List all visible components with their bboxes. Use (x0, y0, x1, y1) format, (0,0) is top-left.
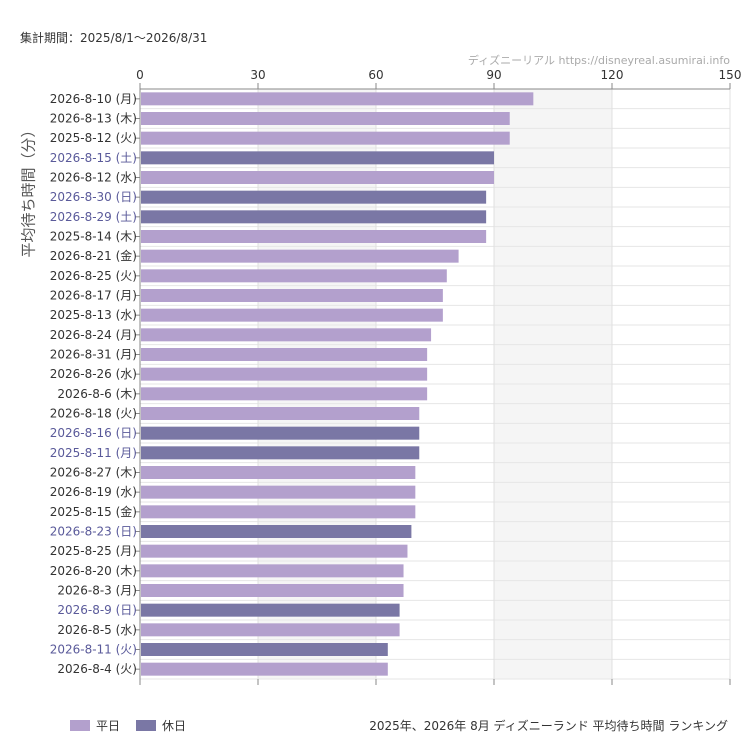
category-label: 2025-8-12 (火) (50, 131, 137, 145)
category-label: 2026-8-27 (木) (50, 466, 137, 480)
category-label: 2026-8-10 (月) (50, 92, 137, 106)
category-label: 2025-8-13 (水) (50, 308, 137, 322)
bar-weekday (141, 289, 443, 302)
bar-weekday (141, 348, 428, 361)
bar-holiday (141, 190, 487, 204)
bar-holiday (141, 603, 400, 617)
category-label: 2026-8-6 (木) (57, 387, 137, 401)
category-label: 2026-8-4 (火) (57, 662, 137, 676)
x-tick-label: 0 (136, 68, 144, 82)
category-label: 2026-8-19 (水) (50, 485, 137, 499)
legend-swatch-weekday (70, 720, 90, 731)
bar-holiday (141, 426, 420, 440)
x-tick-label: 60 (368, 68, 383, 82)
bar-weekday (141, 623, 400, 637)
category-label: 2026-8-11 (火) (50, 643, 137, 657)
category-label: 2026-8-29 (土) (50, 210, 137, 224)
legend-item-weekday[interactable]: 平日 (70, 717, 120, 734)
category-label: 2026-8-12 (水) (50, 171, 137, 185)
category-label: 2026-8-30 (日) (50, 190, 137, 204)
legend-label-weekday: 平日 (96, 719, 121, 733)
bar-weekday (141, 308, 443, 322)
legend: 平日 休日 (70, 717, 186, 734)
bar-weekday (141, 249, 459, 263)
x-tick-label: 90 (486, 68, 501, 82)
bar-holiday (141, 525, 412, 538)
x-tick-label: 30 (250, 68, 265, 82)
chart-footer-title: 2025年、2026年 8月 ディズニーランド 平均待ち時間 ランキング (369, 719, 728, 733)
category-label: 2026-8-26 (水) (50, 367, 137, 381)
category-label: 2026-8-3 (月) (57, 584, 137, 598)
x-tick-label: 150 (719, 68, 742, 82)
bar-weekday (141, 505, 416, 519)
category-label: 2026-8-16 (日) (50, 426, 137, 440)
bar-holiday (141, 210, 487, 224)
category-label: 2026-8-9 (日) (57, 603, 137, 617)
bar-holiday (141, 643, 388, 656)
bar-weekday (141, 131, 510, 145)
bar-weekday (141, 485, 416, 499)
legend-swatch-holiday (136, 720, 157, 731)
bar-weekday (141, 269, 447, 283)
category-label: 2025-8-11 (月) (50, 446, 137, 460)
category-label: 2026-8-23 (日) (50, 525, 137, 539)
bar-weekday (141, 466, 416, 479)
bar-weekday (141, 171, 494, 184)
category-label: 2026-8-5 (水) (57, 623, 137, 637)
x-tick-label: 120 (601, 68, 624, 82)
site-credit: ディズニーリアル https://disneyreal.asumirai.inf… (467, 54, 730, 67)
bar-weekday (141, 328, 432, 342)
bar-weekday (141, 112, 510, 125)
bar-weekday (141, 230, 487, 243)
bar-weekday (141, 662, 388, 676)
category-label: 2026-8-24 (月) (50, 328, 137, 342)
category-label: 2026-8-31 (月) (50, 348, 137, 362)
bar-weekday (141, 367, 428, 381)
category-label: 2025-8-14 (木) (50, 230, 137, 244)
legend-label-holiday: 休日 (162, 719, 187, 733)
bar-holiday (141, 151, 494, 165)
bar-weekday (141, 564, 404, 578)
bar-weekday (141, 407, 420, 420)
bar-weekday (141, 544, 408, 558)
category-label: 2025-8-25 (月) (50, 544, 137, 558)
category-label: 2026-8-18 (火) (50, 407, 137, 421)
category-label: 2026-8-21 (金) (50, 248, 137, 263)
category-label: 2026-8-25 (火) (50, 269, 137, 283)
category-label: 2026-8-20 (木) (50, 564, 137, 578)
category-label: 2025-8-15 (金) (50, 504, 137, 519)
bar-holiday (141, 446, 420, 460)
category-label: 2026-8-17 (月) (50, 289, 137, 303)
period-label: 集計期間：2025/8/1～2026/8/31 (20, 31, 208, 45)
category-label: 2026-8-15 (土) (50, 151, 137, 165)
bar-weekday (141, 387, 428, 401)
category-label: 2026-8-13 (木) (50, 112, 137, 126)
legend-item-holiday[interactable]: 休日 (136, 717, 186, 734)
bar-weekday (141, 584, 404, 597)
bar-weekday (141, 92, 534, 106)
